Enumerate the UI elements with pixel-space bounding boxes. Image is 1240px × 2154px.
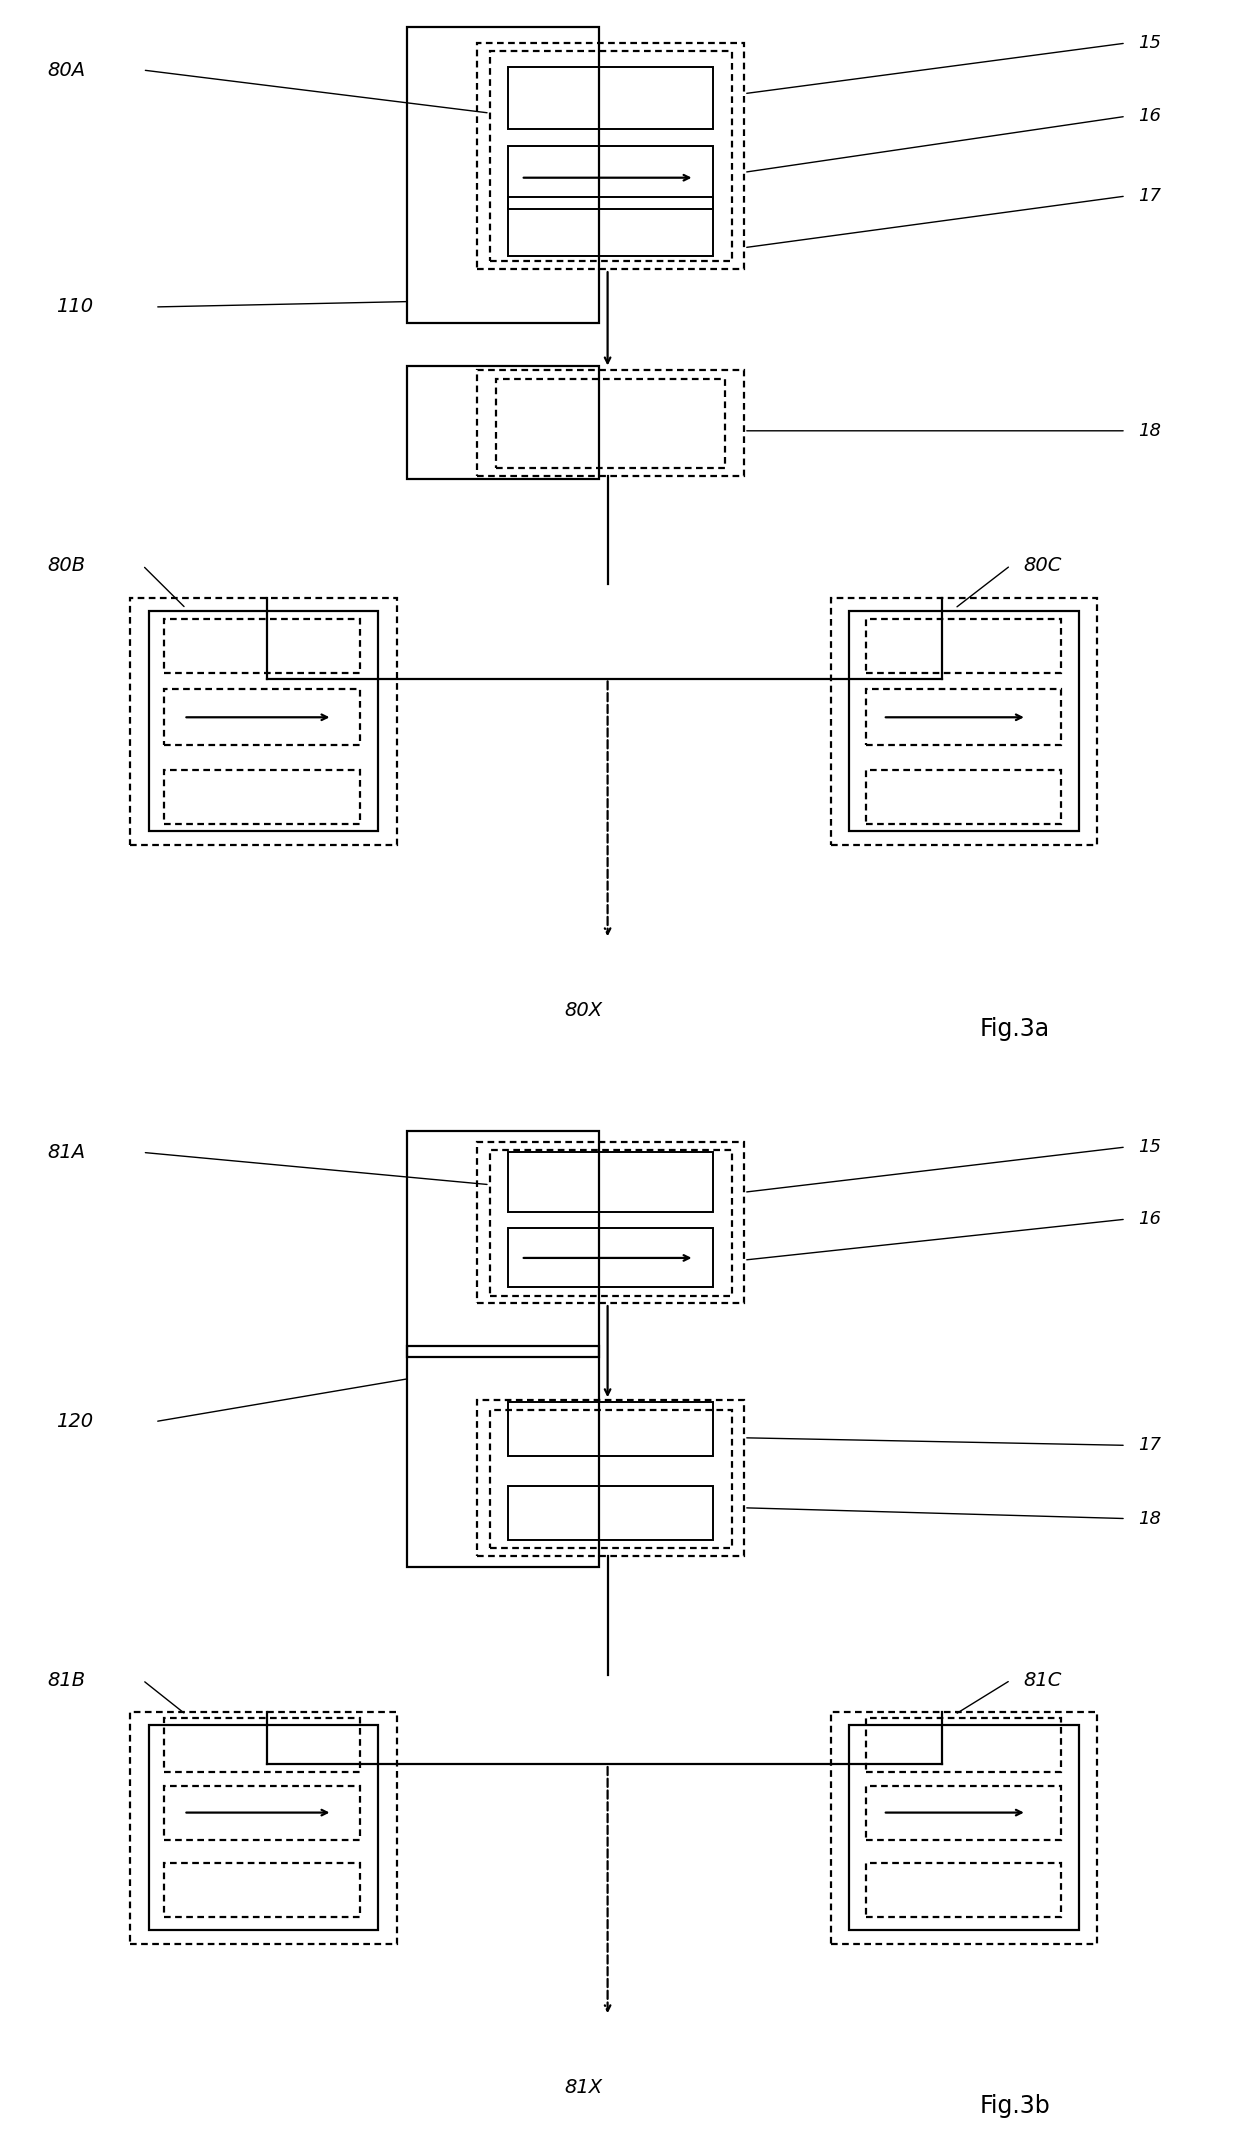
Bar (849, 1725, 1079, 1930)
Bar (164, 771, 360, 823)
Text: 17: 17 (1138, 1437, 1162, 1454)
Bar (164, 1786, 360, 1840)
Bar (164, 1719, 360, 1771)
Bar (508, 196, 713, 256)
Bar (866, 1863, 1061, 1917)
Bar (866, 771, 1061, 823)
Bar (490, 1411, 732, 1547)
Text: 80B: 80B (47, 556, 86, 575)
Bar (149, 1725, 378, 1930)
Text: 110: 110 (56, 297, 93, 317)
Text: 81C: 81C (1023, 1672, 1061, 1689)
Bar (407, 1131, 599, 1357)
Bar (149, 612, 378, 831)
Bar (831, 1712, 1097, 1943)
Bar (508, 1486, 713, 1540)
Bar (508, 67, 713, 129)
Bar (490, 1150, 732, 1295)
Text: 81X: 81X (564, 2079, 603, 2096)
Bar (477, 1400, 744, 1555)
Text: 15: 15 (1138, 1137, 1162, 1157)
Bar (477, 1142, 744, 1303)
Bar (866, 689, 1061, 745)
Text: 16: 16 (1138, 108, 1162, 125)
Bar (496, 379, 725, 467)
Text: 18: 18 (1138, 422, 1162, 439)
Bar (407, 26, 599, 323)
Text: Fig.3a: Fig.3a (980, 1017, 1050, 1040)
Bar (407, 1346, 599, 1568)
Bar (866, 620, 1061, 672)
Bar (477, 370, 744, 476)
Bar (164, 689, 360, 745)
Bar (490, 52, 732, 261)
Bar (164, 620, 360, 672)
Text: 80X: 80X (564, 1002, 603, 1019)
Text: 16: 16 (1138, 1211, 1162, 1228)
Text: Fig.3b: Fig.3b (980, 2094, 1050, 2117)
Bar (130, 1712, 397, 1943)
Text: 81A: 81A (47, 1144, 86, 1161)
Bar (477, 43, 744, 269)
Bar (508, 1402, 713, 1456)
Text: 18: 18 (1138, 1510, 1162, 1527)
Bar (508, 146, 713, 209)
Text: 120: 120 (56, 1413, 93, 1430)
Text: 17: 17 (1138, 187, 1162, 205)
Text: 81B: 81B (47, 1672, 86, 1689)
Bar (130, 597, 397, 844)
Bar (849, 612, 1079, 831)
Bar (508, 1228, 713, 1286)
Bar (866, 1786, 1061, 1840)
Bar (866, 1719, 1061, 1771)
Bar (407, 366, 599, 478)
Text: 15: 15 (1138, 34, 1162, 52)
Text: 80C: 80C (1023, 556, 1061, 575)
Bar (508, 1152, 713, 1211)
Bar (164, 1863, 360, 1917)
Text: 80A: 80A (47, 60, 86, 80)
Bar (831, 597, 1097, 844)
